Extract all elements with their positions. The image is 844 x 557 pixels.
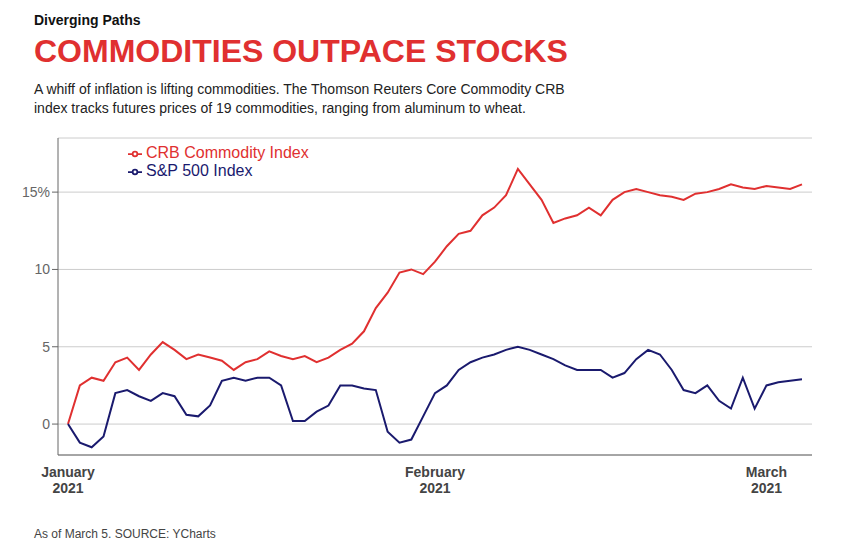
html-text:S&P 500 Index: S&P 500 Index (146, 162, 253, 179)
html-text:Diverging Paths: Diverging Paths (34, 12, 141, 28)
svg-text:10: 10 (34, 261, 50, 277)
html-text:A whiff of inflation is liftin: A whiff of inflation is lifting commodit… (34, 81, 565, 97)
svg-text:0: 0 (42, 416, 50, 432)
html-text:index tracks futures prices of: index tracks futures prices of 19 commod… (34, 100, 526, 116)
svg-text:5: 5 (42, 339, 50, 355)
svg-text:15%: 15% (22, 184, 50, 200)
html-text:CRB Commodity Index: CRB Commodity Index (146, 144, 309, 161)
html-text:As of March 5. SOURCE: YCharts: As of March 5. SOURCE: YCharts (34, 527, 216, 541)
svg-text:January2021: January2021 (41, 464, 95, 496)
svg-text:February2021: February2021 (405, 464, 465, 496)
svg-text:March2021: March2021 (746, 464, 787, 496)
html-text:COMMODITIES OUTPACE STOCKS: COMMODITIES OUTPACE STOCKS (34, 33, 568, 69)
